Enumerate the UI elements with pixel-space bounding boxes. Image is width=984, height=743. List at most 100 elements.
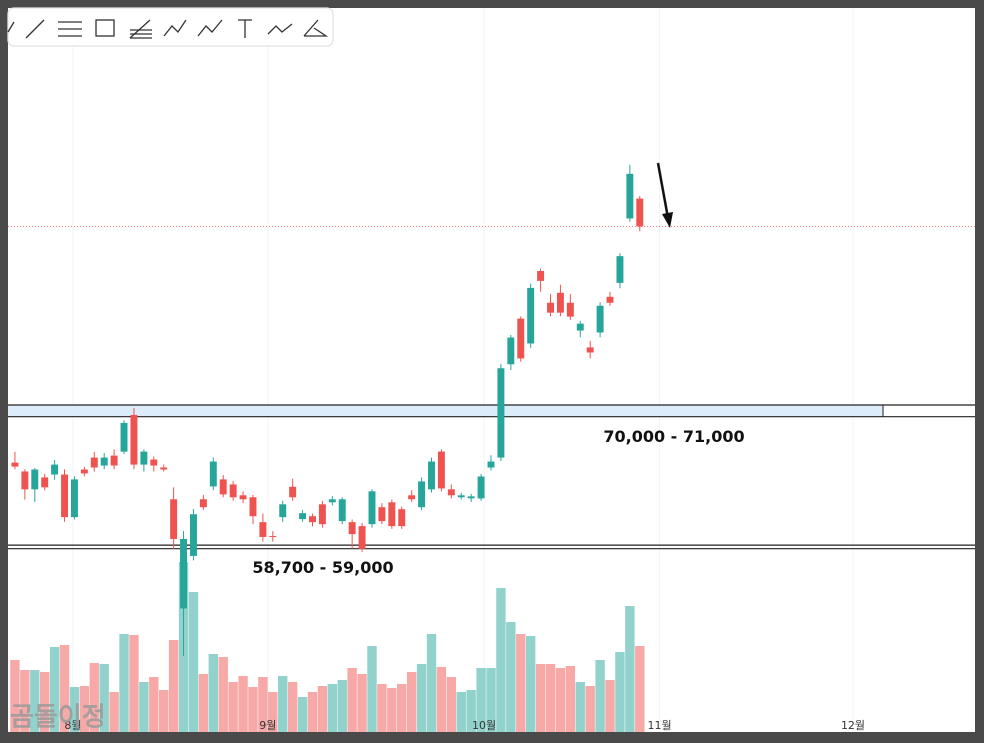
candle-body [467, 496, 475, 499]
tool-forecast[interactable] [267, 23, 293, 35]
x-tick-label: 8월 [64, 719, 81, 732]
candle-body [606, 296, 614, 303]
volume-bar [635, 646, 645, 732]
candle-body [566, 302, 574, 317]
watermark: 곰돌이정 [10, 703, 106, 733]
volume-bar [238, 676, 248, 732]
volume-bar [406, 672, 417, 732]
volume-bar [258, 677, 268, 732]
candle-body [259, 522, 267, 537]
volume-bar [188, 592, 199, 732]
candle-body [90, 457, 98, 468]
candles [8, 164, 975, 657]
candle-body [328, 499, 336, 503]
volume-bar [278, 676, 288, 732]
volume-bar [476, 668, 486, 732]
candle-body [507, 337, 515, 365]
candle-body [398, 509, 406, 527]
volume-bar [506, 622, 516, 732]
candle-body [537, 270, 545, 281]
volume-bar [545, 664, 556, 732]
tool-rect[interactable] [95, 19, 115, 37]
volume-bar [30, 670, 40, 732]
tool-line[interactable] [7, 19, 45, 39]
candle-body [437, 451, 445, 489]
volume-bar [10, 660, 20, 732]
tool-text[interactable] [238, 19, 252, 38]
volume-bar [287, 682, 298, 732]
volume-bar [535, 664, 546, 732]
tool-parallel[interactable] [58, 21, 82, 37]
candle-body [199, 499, 207, 508]
candle-body [249, 497, 257, 517]
plot-background [8, 8, 975, 732]
volume-bar [426, 634, 437, 732]
tool-brush[interactable] [303, 19, 329, 37]
volume-bar [268, 692, 278, 732]
volume-bar [377, 684, 387, 732]
grid [72, 8, 854, 732]
zone-fill [8, 405, 883, 417]
volume-bar [446, 677, 457, 732]
candle-body [527, 287, 535, 344]
candle-body [180, 538, 188, 609]
volume-bar [218, 657, 228, 732]
candle-body [239, 495, 247, 500]
volume-bar [139, 682, 149, 732]
volume-bar [615, 652, 625, 732]
candle-body [140, 451, 148, 465]
volume-bar [168, 640, 179, 732]
volume-bar [625, 606, 635, 732]
candle-body [100, 457, 108, 466]
volume-bar [208, 654, 219, 732]
arrow-annotation [656, 162, 673, 228]
candle-body [219, 479, 227, 495]
volume-bar [297, 697, 308, 732]
candle-body [586, 347, 594, 353]
volume-bar [69, 687, 80, 732]
candle-body [497, 368, 505, 458]
candle-body [358, 526, 366, 549]
candle-body [487, 461, 495, 468]
volume-bar [525, 636, 536, 732]
tool-elliott[interactable] [197, 19, 223, 37]
candle-body [61, 474, 69, 518]
volume-bar [555, 668, 566, 732]
candle-body [229, 484, 237, 498]
candle-body [447, 489, 455, 496]
x-tick-label: 12월 [841, 719, 865, 732]
candle-body [457, 495, 465, 498]
volume-bar [605, 680, 615, 732]
volume-bar [347, 668, 357, 732]
zones [8, 404, 975, 550]
labels: 8월 9월 10월 11월 12월 70,000 - 71,000 58,700 - 59,… [10, 427, 865, 732]
volume-bar [228, 682, 238, 732]
tool-pattern[interactable] [163, 19, 187, 37]
candle-body [408, 495, 416, 500]
volume-bar [129, 635, 139, 732]
tool-fib[interactable] [129, 19, 152, 39]
candle-body [636, 198, 644, 227]
candle-body [378, 507, 386, 522]
candle-body [269, 536, 277, 538]
candle-body [556, 292, 564, 313]
x-tick-label: 9월 [259, 719, 276, 732]
candle-body [338, 499, 346, 522]
candle-body [160, 467, 168, 470]
x-tick-label: 10월 [472, 719, 496, 732]
candle-body [110, 455, 118, 466]
volume-bar [49, 647, 60, 732]
volume-bar [79, 686, 90, 732]
candle-body [418, 481, 426, 508]
candle-body [51, 464, 59, 475]
volume-bar [119, 634, 129, 732]
candle-body [576, 323, 584, 331]
volume-bar [59, 645, 70, 732]
volume-bar [486, 668, 496, 732]
candle-body [130, 414, 138, 465]
volume-bar [357, 674, 367, 732]
volume-bar [20, 670, 30, 732]
volume-bar [248, 687, 258, 732]
volume-bar [466, 690, 476, 732]
volume-bar [516, 634, 526, 732]
